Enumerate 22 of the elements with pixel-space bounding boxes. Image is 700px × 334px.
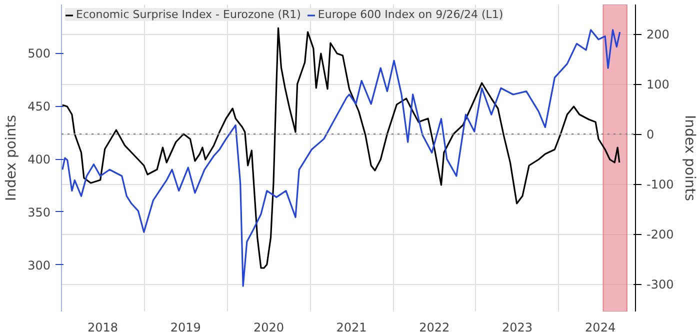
y-tick-label: 350 [28,205,50,220]
legend-label: Europe 600 Index on 9/26/24 (L1) [318,8,504,21]
y2-tick-label: -200 [646,228,674,242]
legend-label: Economic Surprise Index - Eurozone (R1) [76,8,301,21]
y2-tick-label: 100 [646,78,670,92]
x-tick-label: 2022 [419,320,450,334]
y-tick-label: 300 [28,258,50,272]
x-tick-label: 2018 [88,320,118,334]
y2-tick-label: -100 [646,178,674,192]
y-tick-label: 500 [28,46,50,61]
y-tick-label: 400 [28,152,50,167]
x-tick-label: 2024 [585,320,616,334]
x-tick-label: 2019 [170,320,201,334]
y-tick-label: 450 [28,100,50,114]
x-tick-label: 2021 [336,320,367,334]
y-axis-title: Index points [4,114,20,201]
y2-axis-title: Index points [682,115,698,202]
y2-tick-label: 0 [646,128,654,142]
y2-tick-label: -300 [646,278,674,292]
x-tick-label: 2023 [502,320,533,334]
y2-tick-label: 200 [646,28,670,42]
x-tick-label: 2020 [253,320,284,334]
